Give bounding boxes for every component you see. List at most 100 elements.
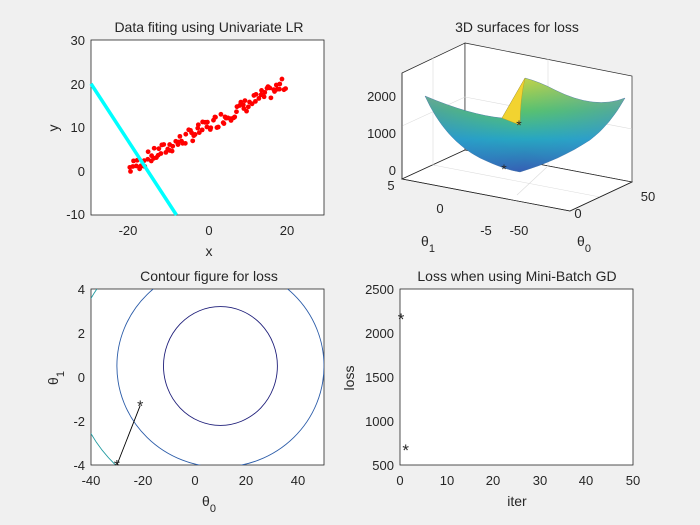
loss-title: Loss when using Mini-Batch GD <box>417 268 616 284</box>
contour-ytick-neg2: -2 <box>73 414 85 429</box>
scatter-xtick-neg20: -20 <box>119 223 138 238</box>
data-point <box>205 119 210 125</box>
loss-axes-box <box>399 288 634 466</box>
scatter-ytick-10: 10 <box>71 120 85 135</box>
scatter-ylabel: y <box>45 125 61 132</box>
loss-ytick-1500: 1500 <box>365 370 394 385</box>
data-point <box>177 133 183 139</box>
surface-ytick-0: 0 <box>436 201 443 216</box>
scatter-xtick-0: 0 <box>205 223 212 238</box>
loss-ylabel: loss <box>341 366 357 391</box>
contour-markers: ** <box>114 399 144 475</box>
data-point <box>268 95 274 101</box>
data-point <box>161 142 167 147</box>
loss-xtick-0: 0 <box>396 473 403 488</box>
data-point <box>277 81 283 87</box>
loss-xlabel: iter <box>507 493 527 509</box>
data-point <box>145 149 151 155</box>
surface-grid-line <box>516 165 549 196</box>
data-point <box>169 148 175 154</box>
contour-xtick-neg40: -40 <box>82 473 101 488</box>
surface-xlabel: θ0 <box>577 233 591 255</box>
data-point <box>277 86 282 92</box>
surface-ytick-neg5: -5 <box>480 223 492 238</box>
surface-front-edges <box>401 73 633 212</box>
scatter-ytick-20: 20 <box>71 77 85 92</box>
descent-path <box>116 405 141 466</box>
descent-marker: * <box>137 399 143 416</box>
loss-ytick-1000: 1000 <box>365 414 394 429</box>
surface-marker-low: * <box>501 161 507 177</box>
surface-xtick-50: 50 <box>641 189 655 204</box>
contour-axes-box <box>90 288 325 466</box>
contour-xlabel: θ0 <box>202 493 216 515</box>
data-point <box>195 122 201 128</box>
contour-ytick-4: 4 <box>78 282 85 297</box>
contour-title: Contour figure for loss <box>140 268 278 284</box>
data-point <box>199 127 205 133</box>
data-point <box>242 98 248 103</box>
contour-panel: Contour figure for loss ** -40 -20 0 20 … <box>45 268 325 515</box>
scatter-ytick-0: 0 <box>78 164 85 179</box>
data-point <box>261 94 267 100</box>
contour-xtick-40: 40 <box>291 473 305 488</box>
surface-xtick-neg50: -50 <box>510 223 529 238</box>
surface-y-axis <box>401 178 571 212</box>
loss-xtick-50: 50 <box>626 473 640 488</box>
data-point <box>279 76 285 82</box>
loss-point: * <box>402 441 409 460</box>
contour-ytick-2: 2 <box>78 326 85 341</box>
contour-xtick-0: 0 <box>191 473 198 488</box>
data-point <box>267 85 273 91</box>
contour-ytick-0: 0 <box>78 370 85 385</box>
surface-grid-line <box>432 164 601 198</box>
surface-ylabel: θ1 <box>421 233 435 255</box>
data-point <box>170 143 176 149</box>
surface-ytick-5: 5 <box>387 178 394 193</box>
loss-xtick-10: 10 <box>440 473 454 488</box>
data-point <box>151 145 157 151</box>
scatter-title: Data fiting using Univariate LR <box>114 19 303 35</box>
loss-xtick-20: 20 <box>486 473 500 488</box>
data-point <box>133 163 139 169</box>
contour-xtick-neg20: -20 <box>134 473 153 488</box>
data-point <box>128 169 133 174</box>
data-point <box>253 91 259 97</box>
descent-marker: * <box>114 458 120 475</box>
scatter-ytick-neg10: -10 <box>66 207 85 222</box>
surface-title: 3D surfaces for loss <box>455 19 579 35</box>
data-point <box>256 96 262 101</box>
data-point <box>192 132 198 137</box>
surface-ztick-2000: 2000 <box>367 89 396 104</box>
loss-panel: Loss when using Mini-Batch GD ** 0 10 20… <box>341 268 640 509</box>
data-point <box>218 111 224 117</box>
loss-marks: ** <box>398 310 410 460</box>
contour-xtick-20: 20 <box>239 473 253 488</box>
surface-ridge <box>501 77 526 126</box>
scatter-xtick-20: 20 <box>280 223 294 238</box>
data-point <box>234 109 239 115</box>
data-point <box>131 158 136 164</box>
data-point <box>283 86 288 92</box>
data-point <box>183 131 189 137</box>
data-point <box>249 101 255 107</box>
data-point <box>204 124 210 130</box>
data-point <box>213 114 218 120</box>
data-point <box>215 124 221 130</box>
scatter-marks <box>89 76 288 216</box>
data-point <box>240 102 246 108</box>
data-point <box>262 89 268 95</box>
data-point <box>156 146 162 152</box>
loss-point: * <box>398 310 405 329</box>
surface-x-axis <box>569 181 633 212</box>
surface-panel: 3D surfaces for loss <box>367 19 655 255</box>
loss-ytick-500: 500 <box>372 458 394 473</box>
surface-ztick-0: 0 <box>389 163 396 178</box>
data-point <box>158 151 164 156</box>
data-point <box>182 140 188 146</box>
data-point <box>190 138 196 144</box>
data-point <box>253 98 258 104</box>
loss-xtick-30: 30 <box>533 473 547 488</box>
surface-xtick-0: 0 <box>574 206 581 221</box>
